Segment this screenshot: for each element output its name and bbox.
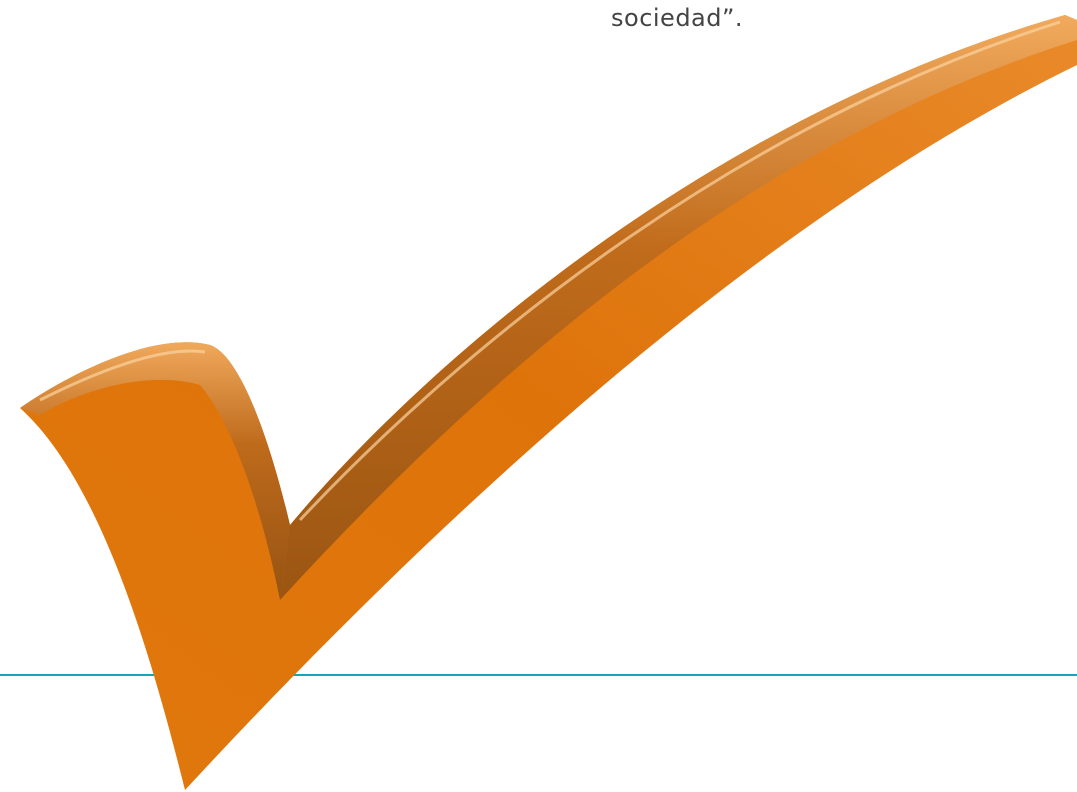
checkmark-highlight	[39, 20, 1061, 522]
closing-text: sociedad”.	[611, 4, 744, 32]
checkmark-body	[20, 15, 1077, 790]
checkmark-bevel-left	[20, 342, 290, 600]
